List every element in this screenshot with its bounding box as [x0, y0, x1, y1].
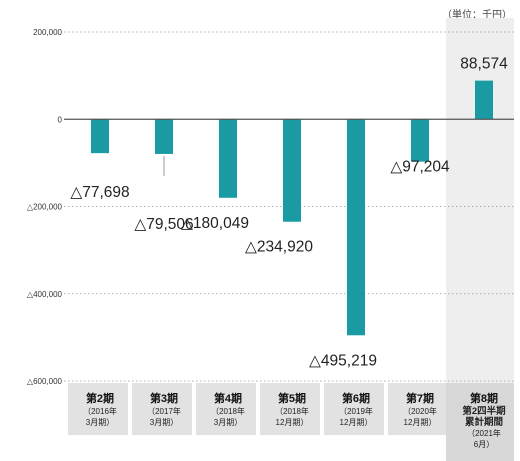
category-period-label: 第7期 [406, 391, 434, 405]
category-sub-label: 3月期） [214, 418, 242, 427]
bar [91, 119, 109, 154]
category-period-label: 第3期 [150, 391, 178, 405]
category-period-label: 第8期 [470, 391, 498, 405]
category-box [68, 383, 128, 435]
category-period-label: 第2期 [86, 391, 114, 405]
y-tick-label: △200,000 [27, 203, 63, 212]
category-box [196, 383, 256, 435]
category-box [324, 383, 384, 435]
value-label: △79,506 [134, 216, 193, 233]
bar [219, 119, 237, 198]
category-sub-label: 3月期） [86, 418, 114, 427]
category-sub-label: （2019年 [339, 406, 373, 416]
category-period-label: 第5期 [278, 391, 306, 405]
category-sub-label: 12月期） [276, 418, 309, 427]
category-sub-label: 累計期間 [465, 416, 503, 428]
y-tick-label: 0 [58, 115, 63, 124]
value-label: △234,920 [245, 239, 313, 256]
category-sub-label: 第2四半期 [462, 405, 505, 417]
bar [411, 119, 429, 162]
category-sub-label: （2021年 [467, 428, 501, 438]
value-label: 88,574 [460, 56, 508, 73]
category-sub-label: （2017年 [147, 406, 181, 416]
category-sub-label: 12月期） [340, 418, 373, 427]
category-sub-label: （2016年 [83, 406, 117, 416]
category-sub-label: 3月期） [150, 418, 178, 427]
category-box [446, 383, 514, 461]
value-label: △180,049 [181, 215, 249, 232]
y-tick-label: △400,000 [27, 290, 63, 299]
value-label: △97,204 [390, 159, 450, 176]
category-sub-label: 12月期） [404, 418, 437, 427]
y-tick-label: △600,000 [27, 377, 63, 386]
bar [475, 80, 493, 120]
category-box [388, 383, 448, 435]
y-tick-label: 200,000 [33, 28, 62, 37]
category-sub-label: （2018年 [275, 406, 309, 416]
value-label: △77,698 [70, 184, 129, 201]
bar [155, 119, 173, 154]
bar [347, 119, 365, 336]
category-sub-label: （2020年 [403, 406, 437, 416]
category-sub-label: （2018年 [211, 406, 245, 416]
category-sub-label: 6月） [474, 440, 494, 449]
value-label: △495,219 [309, 352, 377, 369]
bar [283, 119, 301, 222]
category-box [132, 383, 192, 435]
category-box [260, 383, 320, 435]
category-period-label: 第6期 [342, 391, 370, 405]
category-period-label: 第4期 [214, 391, 242, 405]
unit-label: （単位：千円） [442, 10, 512, 21]
